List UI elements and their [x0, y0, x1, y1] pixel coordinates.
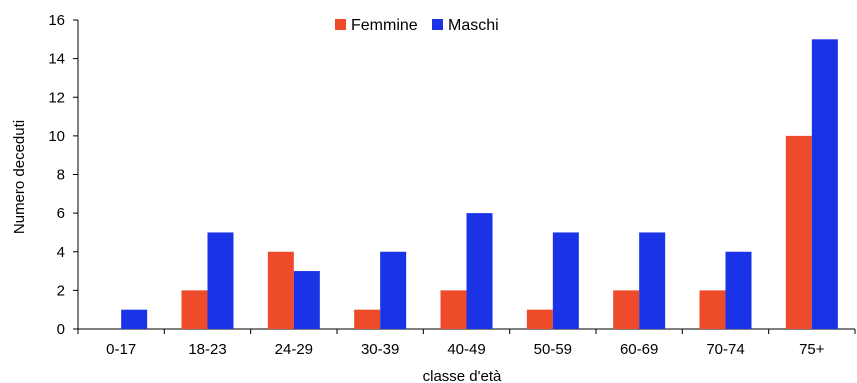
legend-swatch-femmine	[335, 19, 346, 30]
y-tick-label-2: 2	[57, 282, 65, 299]
y-axis-title: Numero deceduti	[11, 120, 28, 234]
bars	[121, 39, 838, 329]
bar-maschi-18-23	[207, 232, 234, 329]
bar-maschi-30-39	[380, 251, 407, 329]
bar-maschi-60-69	[639, 232, 666, 329]
bar-maschi-75	[811, 39, 838, 329]
bar-femmine-70-74	[699, 290, 726, 329]
legend-label-femmine: Femmine	[351, 17, 418, 34]
x-tick-label-18-23: 18-23	[188, 341, 226, 358]
y-tick-label-16: 16	[48, 12, 65, 29]
bar-femmine-60-69	[613, 290, 640, 329]
legend-label-maschi: Maschi	[448, 17, 499, 34]
y-tick-label-0: 0	[57, 321, 65, 338]
x-tick-label-75: 75+	[799, 341, 825, 358]
bar-maschi-24-29	[293, 271, 320, 329]
x-tick-label-50-59: 50-59	[534, 341, 572, 358]
bar-femmine-50-59	[526, 309, 553, 329]
y-tick-label-12: 12	[48, 89, 65, 106]
y-tick-label-4: 4	[57, 244, 65, 261]
bar-maschi-0-17	[121, 309, 148, 329]
bar-maschi-40-49	[466, 213, 493, 329]
y-tick-label-6: 6	[57, 205, 65, 222]
x-tick-label-0-17: 0-17	[106, 341, 136, 358]
y-tick-label-14: 14	[48, 51, 65, 68]
x-tick-label-70-74: 70-74	[706, 341, 744, 358]
bar-femmine-75	[785, 135, 812, 329]
bar-maschi-50-59	[552, 232, 579, 329]
bar-maschi-70-74	[725, 251, 752, 329]
legend: Femmine Maschi	[335, 17, 499, 34]
x-axis-title: classe d'età	[423, 368, 502, 383]
legend-swatch-maschi	[432, 19, 443, 30]
bar-femmine-18-23	[181, 290, 208, 329]
bar-femmine-40-49	[440, 290, 467, 329]
x-tick-label-40-49: 40-49	[447, 341, 485, 358]
x-tick-label-30-39: 30-39	[361, 341, 399, 358]
y-tick-label-8: 8	[57, 167, 65, 184]
y-tick-label-10: 10	[48, 128, 65, 145]
x-tick-label-60-69: 60-69	[620, 341, 658, 358]
tick-labels: 0 2 4 6 8 10 12 14 16 0-17 18-23 24-29 30-39 40-49 50-…	[48, 12, 824, 358]
bar-femmine-30-39	[354, 309, 381, 329]
bar-femmine-24-29	[267, 251, 294, 329]
x-tick-label-24-29: 24-29	[275, 341, 313, 358]
